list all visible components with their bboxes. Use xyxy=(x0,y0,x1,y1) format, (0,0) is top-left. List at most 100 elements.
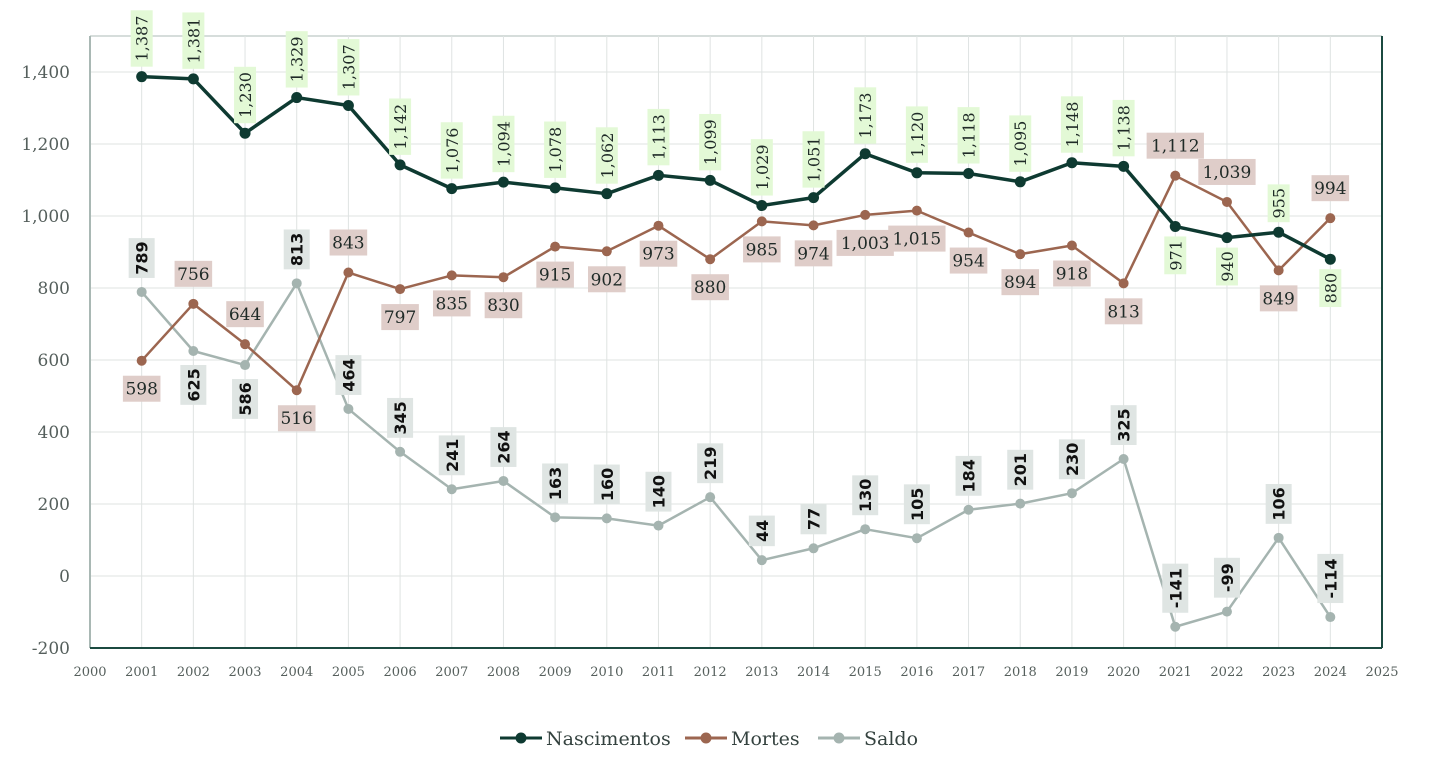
data-label-saldo: 264 xyxy=(490,427,517,467)
data-point-mortes xyxy=(601,246,612,257)
label-background xyxy=(1007,449,1034,490)
label-background xyxy=(440,122,463,179)
data-point-saldo xyxy=(1325,612,1336,623)
data-label-nascimentos: 971 xyxy=(1164,236,1187,275)
y-tick-label: 600 xyxy=(38,351,70,371)
label-text: 1,230 xyxy=(236,72,255,118)
data-point-mortes xyxy=(498,272,509,283)
label-background xyxy=(387,397,414,438)
y-tick-label: 0 xyxy=(59,567,70,587)
data-label-mortes: 973 xyxy=(642,245,674,265)
data-point-nascimentos xyxy=(859,148,871,160)
label-background xyxy=(180,365,207,405)
label-text: -141 xyxy=(1166,568,1185,608)
label-text: 325 xyxy=(1115,408,1134,441)
data-label-mortes: 1,015 xyxy=(893,230,942,250)
series-lines xyxy=(136,71,1336,632)
data-label-nascimentos: 1,142 xyxy=(389,98,412,155)
data-label-nascimentos: 1,381 xyxy=(182,12,205,69)
label-background xyxy=(438,435,465,476)
data-label-mortes: 598 xyxy=(125,380,157,400)
y-tick-label: 200 xyxy=(38,495,70,515)
data-point-nascimentos xyxy=(1273,226,1285,238)
data-point-mortes xyxy=(1170,170,1181,181)
x-tick-label: 2013 xyxy=(745,665,778,680)
data-label-mortes: 1,039 xyxy=(1203,163,1252,183)
label-background xyxy=(283,229,310,270)
data-label-bg-mortes xyxy=(949,247,988,274)
data-label-saldo: 625 xyxy=(180,365,207,405)
label-background xyxy=(802,131,825,188)
data-label-bg-mortes xyxy=(329,229,368,256)
data-point-mortes xyxy=(291,385,302,396)
data-label-saldo: 44 xyxy=(748,515,775,547)
label-background xyxy=(1213,557,1240,598)
label-text: 44 xyxy=(753,520,772,542)
data-point-nascimentos xyxy=(1066,157,1078,169)
label-background xyxy=(699,113,722,171)
label-background xyxy=(1058,439,1085,480)
data-point-saldo xyxy=(1221,606,1232,617)
label-background xyxy=(955,455,982,496)
x-tick-label: 2023 xyxy=(1262,665,1295,680)
label-background xyxy=(697,443,724,484)
label-text: 1,387 xyxy=(133,16,152,62)
x-tick-label: 2008 xyxy=(487,665,520,680)
label-background xyxy=(389,98,412,155)
label-background xyxy=(903,484,930,525)
data-label-mortes: 994 xyxy=(1314,179,1346,199)
data-point-saldo xyxy=(1170,621,1181,632)
label-text: 1,142 xyxy=(391,104,410,150)
data-point-saldo xyxy=(808,543,819,554)
data-point-nascimentos xyxy=(497,176,509,188)
data-label-nascimentos: 940 xyxy=(1215,247,1238,286)
data-label-saldo: 813 xyxy=(283,229,310,270)
y-tick-label: 400 xyxy=(38,423,70,443)
legend-label-saldo: Saldo xyxy=(864,728,918,750)
label-text: 264 xyxy=(494,430,513,463)
label-background xyxy=(748,515,775,547)
label-background xyxy=(1009,115,1032,172)
data-label-nascimentos: 1,148 xyxy=(1060,96,1083,153)
x-tick-label: 2003 xyxy=(228,665,261,680)
label-text: 106 xyxy=(1270,487,1289,520)
label-text: 1,029 xyxy=(753,144,772,190)
axes: -200 0 200 400 600 800 1,000 1,200 1,400 2000 2001… xyxy=(21,36,1399,680)
data-label-bg-mortes xyxy=(174,260,213,287)
label-background xyxy=(544,121,567,178)
label-background xyxy=(852,475,879,516)
legend-label-nascimentos: Nascimentos xyxy=(546,728,671,750)
x-tick-label: 2020 xyxy=(1107,665,1140,680)
data-point-saldo xyxy=(343,403,354,414)
data-label-saldo: 464 xyxy=(335,355,362,395)
x-tick-label: 2004 xyxy=(280,665,313,680)
data-point-saldo xyxy=(291,278,302,289)
y-tick-label: 800 xyxy=(38,279,70,299)
data-point-nascimentos xyxy=(291,92,303,104)
x-tick-label: 2025 xyxy=(1365,665,1398,680)
label-text: 201 xyxy=(1011,453,1030,486)
data-label-bg-mortes xyxy=(588,266,626,293)
data-point-mortes xyxy=(756,216,767,227)
data-labels: 1,387 598 789 1,381 756 625 1,230 644 586 1,329 51… xyxy=(122,10,1350,613)
data-point-nascimentos xyxy=(342,99,354,111)
data-point-mortes xyxy=(395,284,406,295)
label-text: 464 xyxy=(339,358,358,391)
label-text: 345 xyxy=(391,401,410,434)
label-background xyxy=(647,108,670,166)
data-point-saldo xyxy=(1015,498,1026,509)
data-label-nascimentos: 1,173 xyxy=(854,87,877,144)
data-label-nascimentos: 1,051 xyxy=(802,131,825,188)
data-label-bg-mortes xyxy=(226,301,264,328)
data-label-bg-mortes xyxy=(1146,132,1204,159)
label-text: 184 xyxy=(960,459,979,492)
label-background xyxy=(1060,96,1083,153)
data-label-mortes: 644 xyxy=(229,305,261,325)
data-point-saldo xyxy=(705,492,716,503)
data-label-nascimentos: 1,029 xyxy=(750,139,773,196)
data-point-mortes xyxy=(136,355,147,366)
data-point-saldo xyxy=(1118,454,1129,464)
data-point-nascimentos xyxy=(446,183,458,195)
data-point-nascimentos xyxy=(1221,232,1233,244)
x-tick-label: 2022 xyxy=(1210,665,1243,680)
